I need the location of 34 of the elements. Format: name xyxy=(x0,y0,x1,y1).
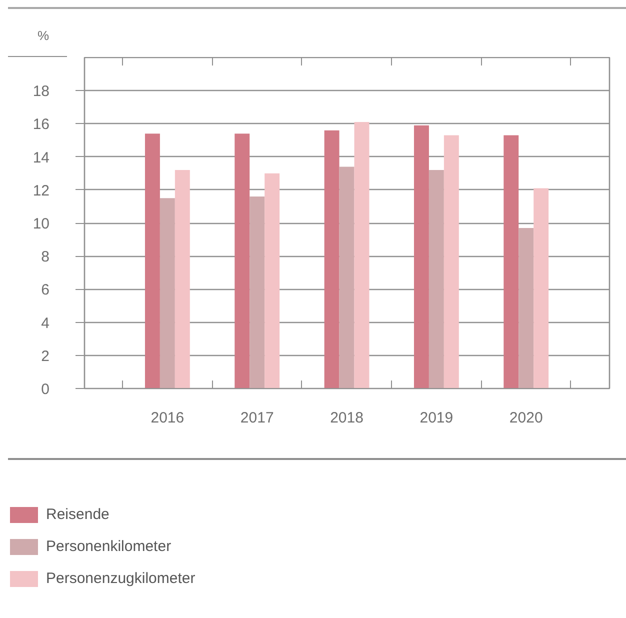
bar xyxy=(518,228,534,388)
y-tick-label: 6 xyxy=(41,282,50,299)
bar xyxy=(324,130,340,388)
bar xyxy=(504,135,519,388)
y-tick-label: 14 xyxy=(32,149,50,166)
y-tick-label: 2 xyxy=(41,348,50,365)
x-tick-label: 2020 xyxy=(509,410,543,426)
y-tick-label: 4 xyxy=(41,314,50,332)
y-axis-title: % xyxy=(37,27,49,45)
legend-label: Personenkilometer xyxy=(46,537,172,558)
y-tick-label: 8 xyxy=(41,248,50,266)
bar xyxy=(174,170,190,388)
x-tick-label: 2019 xyxy=(420,410,454,426)
y-tick-label: 10 xyxy=(32,216,50,232)
x-tick-label: 2017 xyxy=(240,410,274,426)
bar xyxy=(234,134,250,388)
y-tick-label: 16 xyxy=(32,116,50,134)
bar xyxy=(444,135,459,388)
bar xyxy=(534,188,549,388)
bar xyxy=(354,122,370,388)
bar xyxy=(339,166,354,388)
legend-label: Personenzugkilometer xyxy=(46,569,196,590)
y-tick-label: 0 xyxy=(41,381,50,398)
y-tick-label: 18 xyxy=(32,83,50,100)
bar xyxy=(414,125,429,388)
legend-label: Reisende xyxy=(46,505,110,526)
y-tick-label: 12 xyxy=(32,182,50,200)
x-tick-label: 2018 xyxy=(330,410,364,426)
bar xyxy=(250,196,265,388)
bar xyxy=(264,173,280,388)
x-tick-label: 2016 xyxy=(150,410,184,426)
bar xyxy=(144,134,160,388)
bar xyxy=(428,170,444,388)
bar xyxy=(160,198,175,388)
